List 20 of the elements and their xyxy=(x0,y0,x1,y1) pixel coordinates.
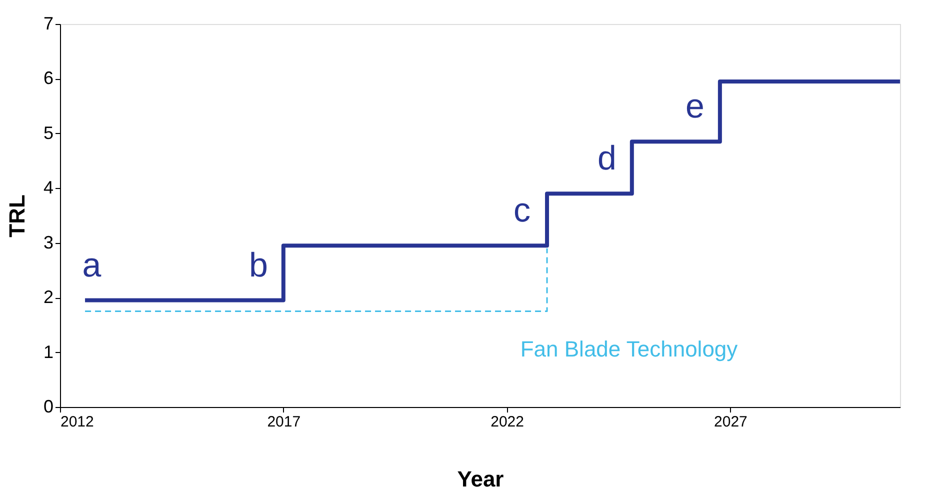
series-label: Fan Blade Technology xyxy=(520,336,738,362)
y-tick-label: 4 xyxy=(43,178,54,198)
annotation: a xyxy=(82,246,102,284)
x-tick-label: 2012 xyxy=(60,414,94,430)
y-axis-title: TRL xyxy=(4,194,30,238)
y-tick-label: 6 xyxy=(43,68,54,88)
x-tick-label: 2017 xyxy=(267,414,301,430)
y-tick-label: 7 xyxy=(43,14,54,34)
x-axis-title: Year xyxy=(457,466,504,492)
x-tick-label: 2022 xyxy=(490,414,524,430)
y-tick-label: 0 xyxy=(43,396,54,416)
annotation: d xyxy=(597,140,616,178)
annotation: c xyxy=(514,192,531,230)
y-tick-label: 3 xyxy=(43,232,54,252)
annotation: b xyxy=(248,246,268,284)
x-tick-label: 2027 xyxy=(714,414,748,430)
y-tick-label: 1 xyxy=(43,342,54,362)
y-tick-label: 5 xyxy=(43,122,54,143)
y-tick-label: 2 xyxy=(43,287,54,308)
annotation: e xyxy=(685,88,704,126)
